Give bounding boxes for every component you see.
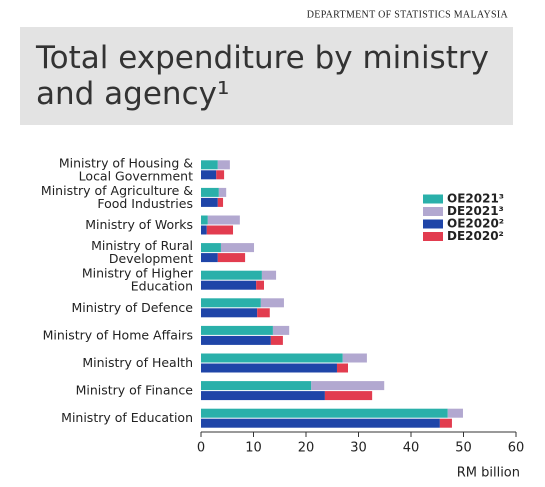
bar-segment [217, 160, 230, 170]
bar-segment [220, 243, 255, 253]
bar-segment [201, 353, 343, 363]
bar-segment [216, 170, 225, 180]
bar-segment [201, 225, 207, 235]
category-label: Ministry of Education [61, 410, 193, 425]
category-label: Ministry of Defence [72, 299, 194, 314]
bar-segment [218, 187, 227, 197]
x-tick-label: 10 [245, 441, 262, 456]
x-tick-label: 30 [350, 441, 367, 456]
category-label: Ministry of Finance [76, 382, 194, 397]
legend-label: OE2020² [447, 217, 504, 231]
x-tick-label: 20 [298, 441, 315, 456]
bar-segment [256, 280, 264, 290]
category-label: Ministry of Rural Development [91, 238, 193, 266]
bar-segment [260, 298, 284, 308]
bar-segment [201, 253, 218, 263]
bar-segment [217, 253, 246, 263]
x-axis-label: RM billion [457, 466, 520, 481]
bar-segment [270, 335, 283, 345]
bar-segment [201, 270, 262, 280]
source: DEPARTMENT OF STATISTICS MALAYSIA [307, 9, 509, 20]
x-tick-label: 0 [197, 441, 205, 456]
bar-segment [336, 363, 348, 373]
legend-label: DE2020² [447, 229, 504, 243]
category-label: Ministry of Works [85, 217, 193, 232]
bar-segment [324, 391, 373, 401]
bar-segment [201, 308, 258, 318]
x-tick-label: 60 [508, 441, 525, 456]
bar-segment [201, 408, 448, 418]
x-tick-label: 40 [403, 441, 420, 456]
category-label: Ministry of Home Affairs [43, 327, 193, 342]
bar-segment [201, 170, 217, 180]
legend-swatch [423, 219, 443, 229]
bar-segment [201, 418, 440, 428]
bar-segment [261, 270, 277, 280]
legend-swatch [423, 194, 443, 204]
bar-segment [201, 391, 325, 401]
bar-segment [201, 160, 218, 170]
legend-swatch [423, 232, 443, 241]
legend-label: DE2021³ [447, 204, 504, 218]
bar-segment [311, 381, 385, 391]
bar-segment [257, 308, 270, 318]
bar-segment [201, 363, 337, 373]
bar-segment [272, 325, 290, 335]
legend-swatch [423, 207, 443, 216]
bar-segment [342, 353, 367, 363]
bar-segment [207, 215, 240, 225]
title-box [20, 27, 513, 125]
chart-title: Total expenditure by ministry and agency¹ [35, 40, 489, 112]
x-tick-label: 50 [455, 441, 472, 456]
category-label: Ministry of Housing & Local Government [59, 155, 193, 183]
bar-segment [201, 325, 273, 335]
bar-segment [201, 197, 218, 207]
category-label: Ministry of Agriculture & Food Industries [41, 182, 193, 210]
bar-segment [201, 298, 261, 308]
bar-segment [217, 197, 224, 207]
bar-segment [201, 187, 219, 197]
bar-segment [201, 280, 257, 290]
bar-segment [201, 381, 312, 391]
category-label: Ministry of Higher Education [82, 265, 194, 293]
bar-segment [206, 225, 234, 235]
category-label: Ministry of Health [82, 355, 193, 370]
bar-segment [201, 335, 271, 345]
bar-segment [447, 408, 463, 418]
legend-label: OE2021³ [447, 192, 504, 206]
bar-segment [201, 243, 221, 253]
bar-segment [439, 418, 452, 428]
bar-segment [201, 215, 208, 225]
